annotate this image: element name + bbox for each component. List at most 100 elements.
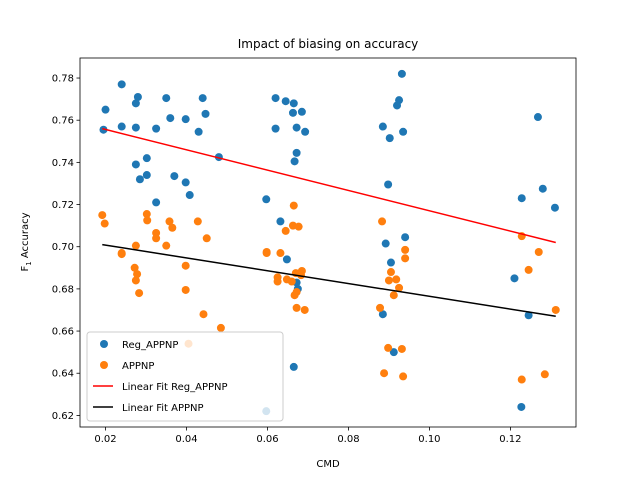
point-reg-appnp-32 bbox=[290, 157, 299, 166]
point-reg-appnp-28 bbox=[281, 97, 290, 106]
point-reg-appnp-37 bbox=[289, 362, 298, 371]
point-reg-appnp-50 bbox=[399, 127, 408, 136]
point-appnp-5 bbox=[131, 276, 140, 285]
point-appnp-30 bbox=[287, 277, 296, 286]
point-appnp-32 bbox=[289, 201, 298, 210]
point-reg-appnp-8 bbox=[135, 175, 144, 184]
point-reg-appnp-27 bbox=[276, 217, 285, 226]
point-appnp-22 bbox=[216, 323, 225, 332]
point-reg-appnp-54 bbox=[517, 194, 526, 203]
point-reg-appnp-57 bbox=[538, 184, 547, 193]
point-appnp-3 bbox=[117, 250, 126, 259]
point-reg-appnp-58 bbox=[550, 203, 559, 212]
point-reg-appnp-17 bbox=[181, 178, 190, 187]
x-tick-label: 0.02 bbox=[94, 434, 116, 445]
point-reg-appnp-31 bbox=[289, 99, 298, 108]
point-appnp-50 bbox=[397, 344, 406, 353]
y-axis-label-main: F bbox=[20, 266, 31, 272]
point-appnp-17 bbox=[181, 285, 190, 294]
y-axis-label-rest: Accuracy bbox=[20, 212, 31, 261]
point-reg-appnp-42 bbox=[381, 239, 390, 248]
legend-label-reg-appnp: Reg_APPNP bbox=[122, 340, 178, 351]
point-appnp-40 bbox=[300, 305, 309, 314]
point-reg-appnp-40 bbox=[378, 122, 387, 131]
point-reg-appnp-33 bbox=[292, 148, 301, 157]
legend-label-linear-fit-appnp: Linear Fit APPNP bbox=[122, 403, 204, 414]
point-reg-appnp-10 bbox=[142, 154, 151, 163]
point-reg-appnp-39 bbox=[301, 127, 310, 136]
point-appnp-6 bbox=[131, 241, 140, 250]
point-appnp-56 bbox=[524, 265, 533, 274]
point-appnp-51 bbox=[399, 372, 408, 381]
point-appnp-58 bbox=[540, 370, 549, 379]
point-reg-appnp-52 bbox=[510, 274, 519, 283]
point-reg-appnp-25 bbox=[271, 94, 280, 103]
chart-title: Impact of biasing on accuracy bbox=[238, 37, 419, 51]
point-appnp-15 bbox=[168, 223, 177, 232]
y-tick-label: 0.66 bbox=[52, 327, 74, 338]
line-linear-fit-appnp bbox=[102, 243, 556, 318]
point-appnp-39 bbox=[297, 266, 306, 275]
point-appnp-21 bbox=[202, 234, 211, 243]
point-appnp-24 bbox=[262, 247, 271, 256]
point-appnp-7 bbox=[133, 270, 142, 279]
point-appnp-1 bbox=[100, 219, 109, 228]
point-reg-appnp-51 bbox=[401, 233, 410, 242]
point-reg-appnp-48 bbox=[395, 96, 404, 105]
point-appnp-28 bbox=[281, 226, 290, 235]
point-reg-appnp-4 bbox=[131, 123, 140, 132]
point-appnp-43 bbox=[380, 369, 389, 378]
point-appnp-13 bbox=[162, 241, 171, 250]
legend-label-linear-fit-reg-appnp: Linear Fit Reg_APPNP bbox=[122, 382, 228, 393]
point-appnp-47 bbox=[389, 291, 398, 300]
point-reg-appnp-29 bbox=[282, 255, 291, 264]
x-tick-label: 0.06 bbox=[256, 434, 278, 445]
y-tick-label: 0.64 bbox=[52, 369, 74, 380]
point-appnp-36 bbox=[292, 303, 301, 312]
point-appnp-10 bbox=[143, 216, 152, 225]
point-appnp-57 bbox=[534, 247, 543, 256]
point-appnp-49 bbox=[395, 283, 404, 292]
point-appnp-20 bbox=[199, 310, 208, 319]
y-tick-label: 0.76 bbox=[52, 116, 74, 127]
point-appnp-16 bbox=[181, 261, 190, 270]
point-reg-appnp-6 bbox=[133, 93, 142, 102]
point-reg-appnp-7 bbox=[131, 160, 140, 169]
point-reg-appnp-21 bbox=[201, 109, 210, 118]
point-reg-appnp-56 bbox=[533, 113, 542, 122]
point-reg-appnp-30 bbox=[288, 108, 297, 117]
point-appnp-48 bbox=[392, 275, 401, 284]
point-reg-appnp-13 bbox=[162, 94, 171, 103]
y-tick-label: 0.74 bbox=[52, 158, 74, 169]
point-reg-appnp-9 bbox=[142, 171, 151, 180]
y-tick-label: 0.72 bbox=[52, 200, 74, 211]
plot-area bbox=[98, 69, 560, 416]
y-tick-label: 0.78 bbox=[52, 74, 74, 85]
point-appnp-27 bbox=[276, 249, 285, 258]
point-reg-appnp-46 bbox=[389, 348, 398, 357]
point-reg-appnp-15 bbox=[170, 172, 179, 181]
point-reg-appnp-38 bbox=[297, 107, 306, 116]
point-appnp-26 bbox=[273, 277, 282, 286]
point-appnp-41 bbox=[376, 303, 385, 312]
point-reg-appnp-18 bbox=[185, 191, 194, 200]
point-reg-appnp-19 bbox=[194, 127, 203, 136]
point-appnp-59 bbox=[551, 305, 560, 314]
point-reg-appnp-12 bbox=[152, 198, 161, 207]
point-reg-appnp-23 bbox=[262, 195, 271, 204]
point-reg-appnp-43 bbox=[384, 180, 393, 189]
x-tick-label: 0.08 bbox=[337, 434, 359, 445]
point-reg-appnp-3 bbox=[117, 122, 126, 131]
legend-frame bbox=[86, 331, 284, 422]
x-tick-label: 0.12 bbox=[499, 434, 521, 445]
point-appnp-42 bbox=[378, 217, 387, 226]
y-tick-label: 0.68 bbox=[52, 284, 74, 295]
point-reg-appnp-49 bbox=[397, 69, 406, 78]
x-tick-label: 0.04 bbox=[175, 434, 197, 445]
point-reg-appnp-20 bbox=[198, 94, 207, 103]
point-reg-appnp-41 bbox=[378, 310, 387, 319]
point-reg-appnp-16 bbox=[181, 115, 190, 124]
point-reg-appnp-45 bbox=[386, 258, 395, 267]
point-appnp-53 bbox=[401, 254, 410, 263]
